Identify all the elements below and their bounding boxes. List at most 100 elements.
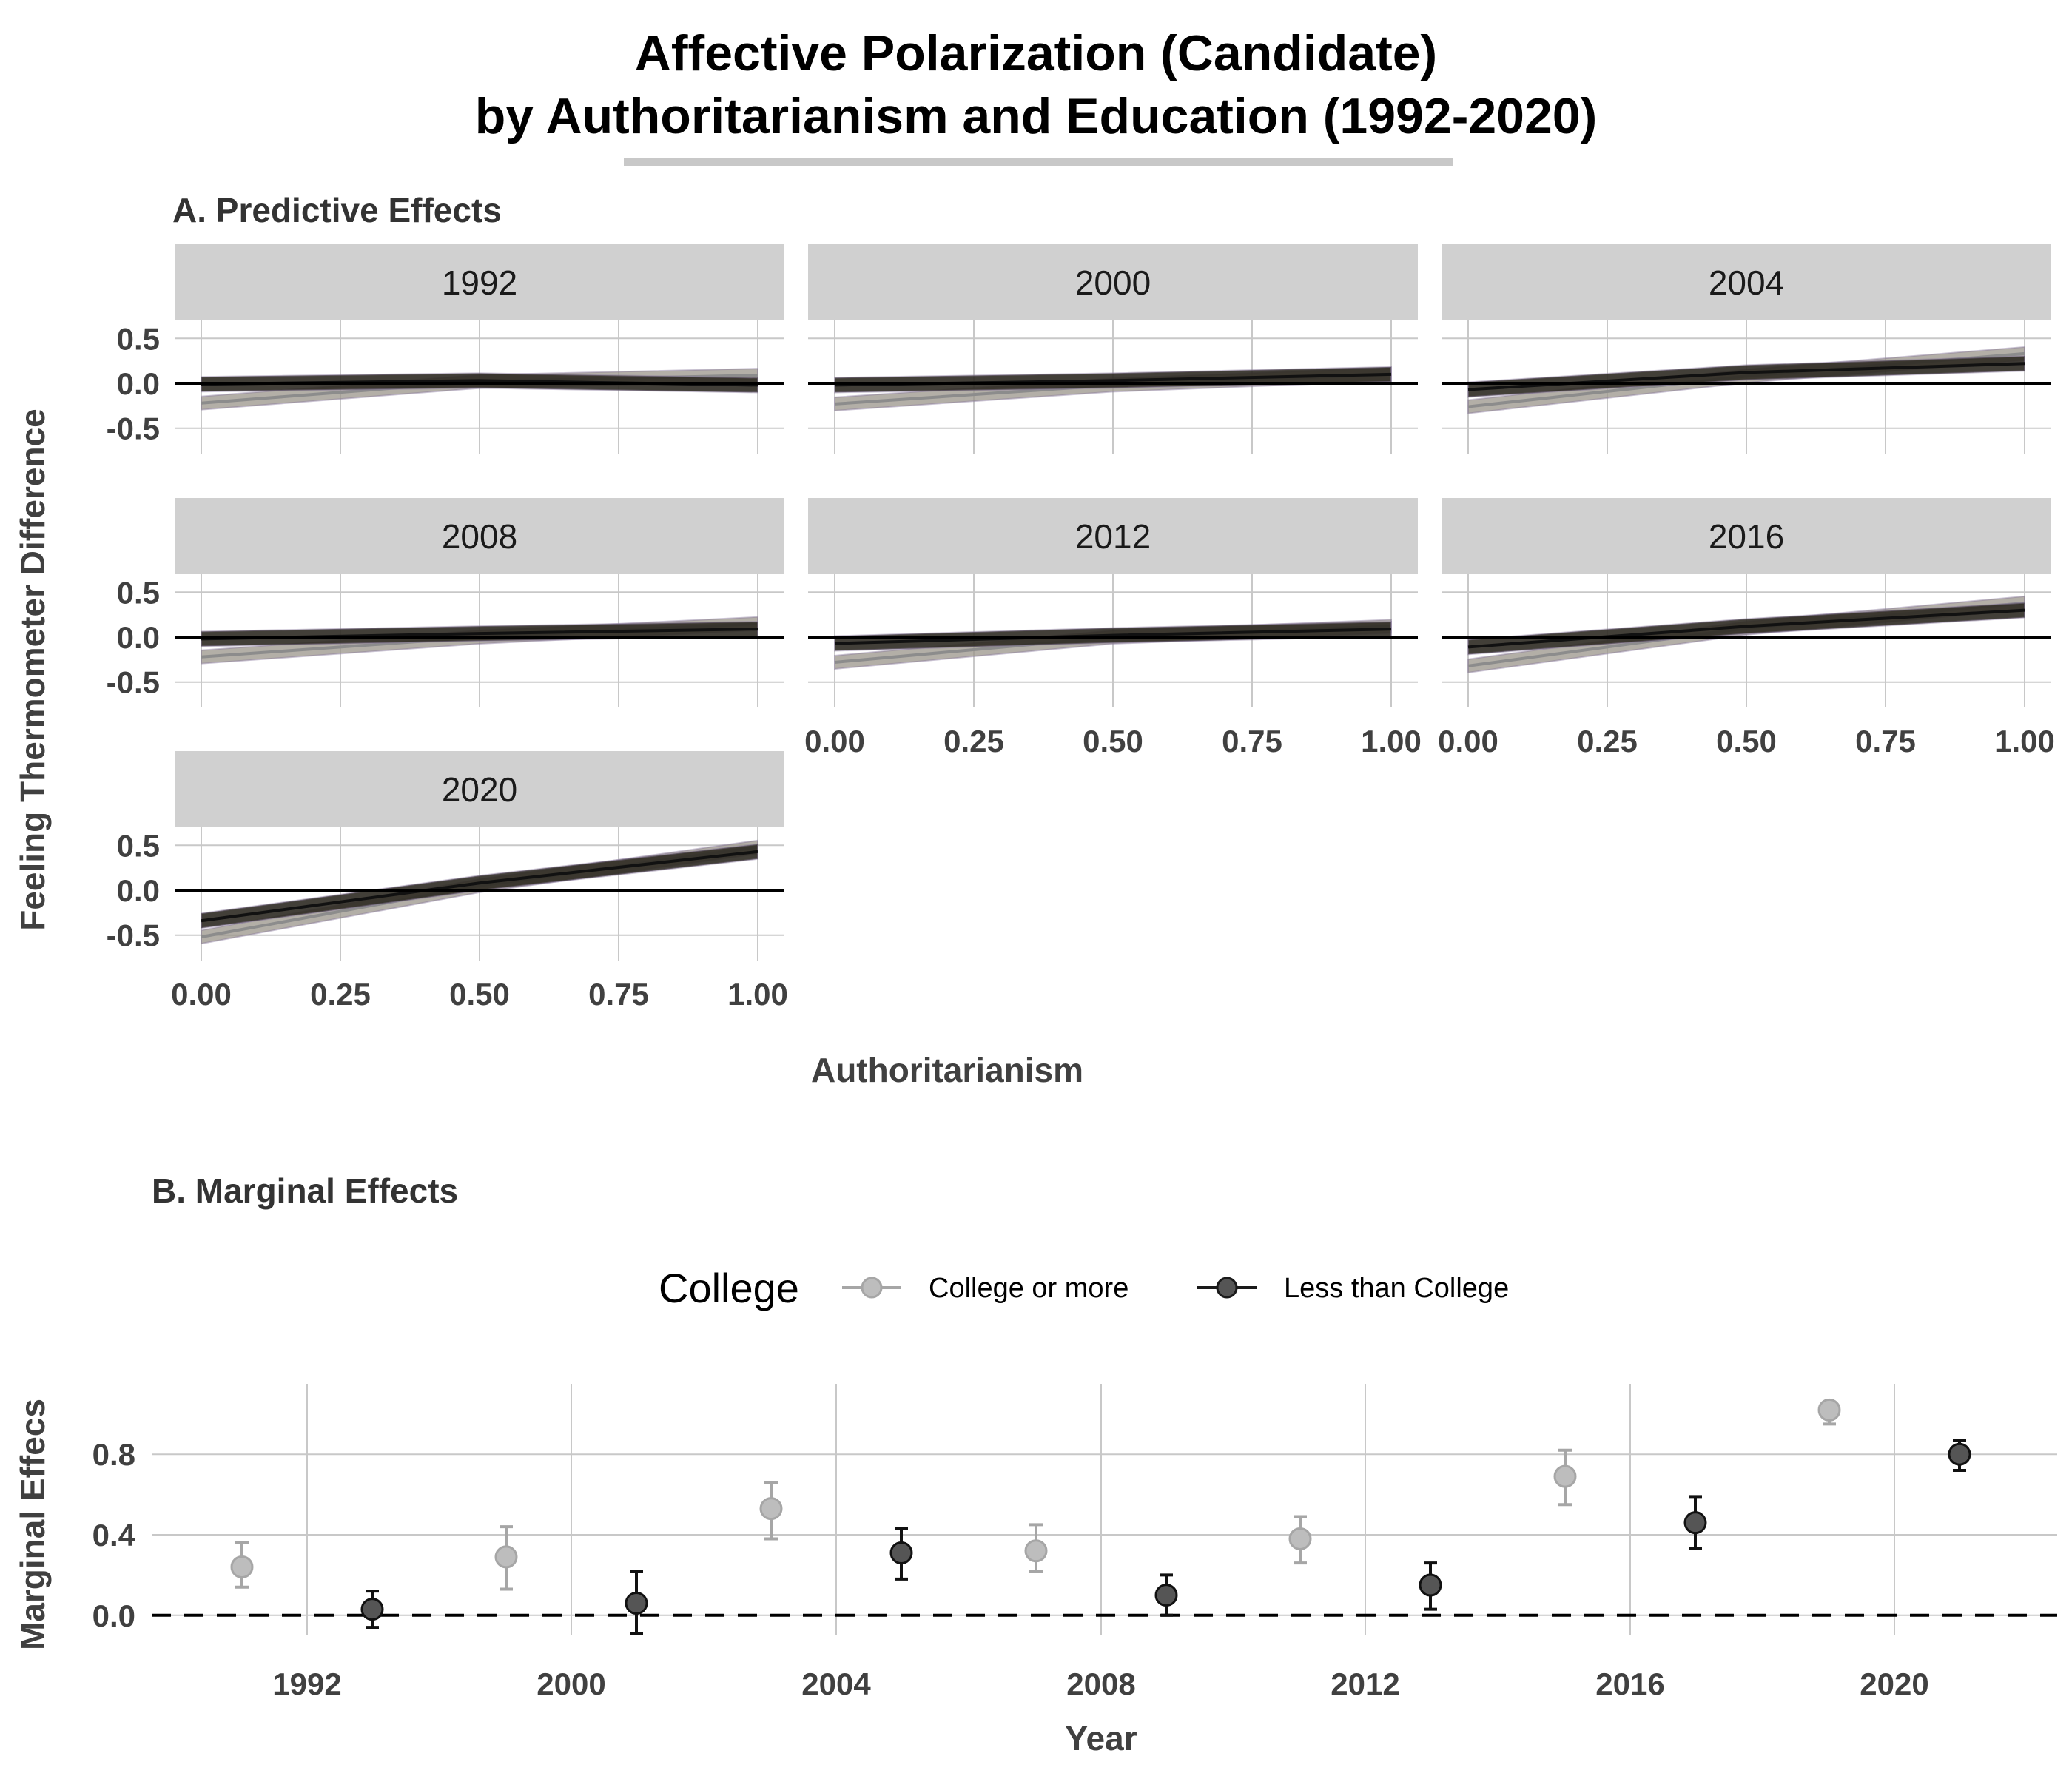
facet-1992: 1992 0.5 0.0 -0.5 [107,244,784,454]
panel-b-x-axis-title: Year [1065,1719,1137,1758]
facet-strip [1442,244,2051,320]
chart-title-line2: by Authoritarianism and Education (1992-… [475,88,1598,144]
panel-b-subtitle: B. Marginal Effects [152,1171,458,1210]
facet-2000: 2000 [808,244,1418,454]
marginal-point-group-less-than-college [1419,1561,1442,1611]
x-tick-label: 2004 [801,1666,871,1701]
facet-strip [808,244,1418,320]
marginal-point-less-than-college [1154,1584,1178,1607]
legend-item-college: College or more [842,1273,1128,1304]
marginal-point-group-less-than-college [1948,1439,1971,1472]
facet-strip-label: 2020 [442,770,517,809]
x-tick-label: 0.00 [1438,724,1498,758]
facet-strip-label: 2000 [1075,263,1151,302]
facet-strip-label: 2012 [1075,517,1151,556]
marginal-point-group-college [1817,1398,1841,1426]
x-tick-label: 2020 [1860,1666,1928,1701]
marginal-point-group-less-than-college [1154,1573,1178,1617]
panel-a-y-axis-title: Feeling Thermometer Difference [13,408,52,931]
x-tick-label: 0.00 [804,724,865,758]
facet-2020: 2020 0.5 0.0 -0.5 0.00 0.25 0.50 0.75 1.00 [107,751,788,1012]
facet-2008: 2008 0.5 0.0 -0.5 [107,498,784,707]
legend-key-point-less-than-college [1216,1276,1238,1299]
y-tick-label: 0.5 [117,575,160,610]
confidence-ribbon-less-than-college [201,843,758,929]
marginal-point-group-college [1024,1523,1048,1572]
marginal-point-less-than-college [1419,1573,1442,1597]
legend-label-college: College or more [929,1273,1128,1304]
facet-2012: 2012 0.00 0.25 0.50 0.75 1.00 [804,498,1422,758]
y-tick-label: 0.0 [92,1598,135,1633]
facet-strip-label: 2016 [1709,517,1784,556]
confidence-ribbon-less-than-college [1467,602,2025,656]
prediction-line-less-than-college [201,850,758,923]
marginal-point-less-than-college [1684,1511,1707,1535]
legend-label-less-than-college: Less than College [1284,1273,1509,1304]
confidence-ribbon-less-than-college [1467,355,2025,398]
marginal-point-less-than-college [360,1598,384,1621]
facet-strip [175,751,784,827]
marginal-point-group-college [1553,1448,1577,1507]
x-tick-label: 2008 [1066,1666,1135,1701]
marginal-point-less-than-college [625,1591,648,1615]
y-tick-label: -0.5 [107,411,160,446]
marginal-point-college [1817,1398,1841,1422]
marginal-point-less-than-college [889,1541,913,1564]
x-tick-label: 2012 [1331,1666,1399,1701]
x-tick-label: 1.00 [727,977,788,1012]
x-tick-label: 0.75 [588,977,649,1012]
x-tick-label: 0.25 [310,977,371,1012]
facet-strip-label: 2008 [442,517,517,556]
x-tick-label: 1992 [272,1666,341,1701]
college-legend: College College or more Less than Colleg… [659,1265,1509,1311]
y-tick-label: 0.8 [92,1437,135,1472]
x-tick-label: 0.25 [1577,724,1638,758]
x-tick-label: 0.50 [449,977,510,1012]
y-tick-label: 0.5 [117,828,160,863]
facet-2016: 2016 0.00 0.25 0.50 0.75 1.00 [1438,498,2055,758]
y-tick-label: 0.5 [117,321,160,356]
panel-b-y-axis-title: Marginal Effecs [13,1399,52,1650]
x-tick-label: 0.50 [1716,724,1777,758]
x-tick-label: 2016 [1595,1666,1664,1701]
chart-title-line1: Affective Polarization (Candidate) [635,25,1437,81]
y-tick-label: 0.4 [92,1518,136,1553]
facet-strip-label: 1992 [442,263,517,302]
legend-key-point-college [861,1276,883,1299]
marginal-point-group-less-than-college [360,1590,384,1629]
legend-title: College [659,1265,799,1311]
marginal-point-college [494,1545,518,1569]
facet-strip [808,498,1418,574]
marginal-point-college [230,1555,254,1579]
facet-strip [175,498,784,574]
y-tick-label: -0.5 [107,918,160,953]
x-tick-label: 0.75 [1855,724,1916,758]
y-tick-label: 0.0 [117,366,160,401]
marginal-point-college [1288,1527,1312,1550]
marginal-point-college [759,1497,783,1521]
y-tick-label: 0.0 [117,620,160,655]
x-tick-label: 0.50 [1083,724,1143,758]
facet-strip [175,244,784,320]
predictive-effects-facets: 1992 0.5 0.0 -0.5 2000 2004 2008 0.5 0.0 -0.5 2012… [107,244,2055,1012]
marginal-point-group-college [759,1481,783,1541]
x-tick-label: 0.75 [1222,724,1282,758]
legend-item-less-than-college: Less than College [1197,1273,1509,1304]
marginal-point-college [1024,1539,1048,1563]
facet-strip [1442,498,2051,574]
marginal-point-group-college [1288,1515,1312,1565]
marginal-effects-plot: 0.8 0.4 0.0 1992 2000 2004 2008 2012 2016 2020 [92,1384,2057,1701]
marginal-point-group-college [494,1525,518,1591]
prediction-line-less-than-college [834,628,1392,645]
facet-2004: 2004 [1442,244,2051,454]
title-underline [624,158,1453,166]
panel-a-subtitle: A. Predictive Effects [172,191,502,229]
y-tick-label: -0.5 [107,665,160,700]
x-tick-label: 1.00 [1361,724,1422,758]
x-tick-label: 0.00 [171,977,232,1012]
marginal-point-group-less-than-college [1684,1495,1707,1551]
x-tick-label: 0.25 [944,724,1004,758]
marginal-point-group-less-than-college [625,1569,648,1635]
facet-strip-label: 2004 [1709,263,1784,302]
